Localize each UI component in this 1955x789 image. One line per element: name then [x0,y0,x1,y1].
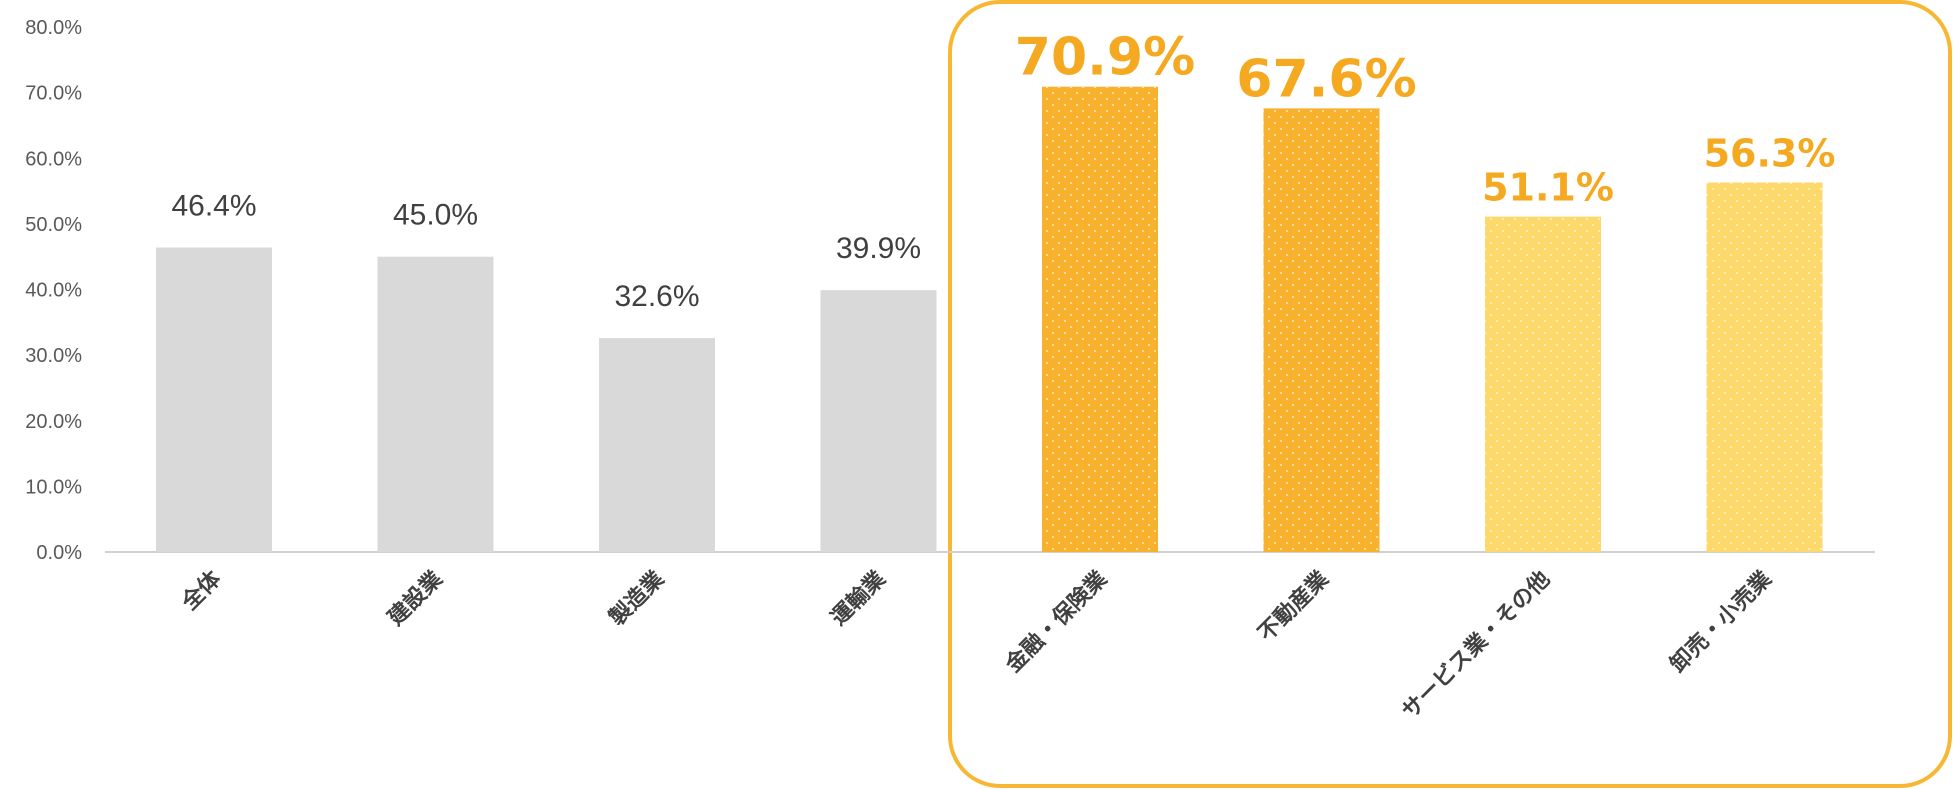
bar [820,290,937,552]
data-label-emphasis: 56.3% [1704,132,1836,176]
y-tick-label: 50.0% [25,214,82,236]
data-label: 46.4% [171,190,256,223]
x-tick-label: 製造業 [603,565,669,631]
y-tick-label: 80.0% [25,17,82,39]
x-tick-label: 金融・保険業 [1000,565,1113,678]
x-tick-label: 不動産業 [1253,565,1334,646]
bar-dot-pattern [1485,216,1601,552]
y-tick-label: 70.0% [25,83,82,105]
data-label-emphasis: 51.1% [1482,166,1614,210]
x-tick-label: サービス業・その他 [1398,567,1556,725]
bar [599,338,715,552]
y-tick-label: 40.0% [25,280,82,302]
y-tick-label: 10.0% [25,476,82,498]
bar-dot-pattern [1263,108,1380,552]
bar-dot-pattern [1042,86,1158,552]
y-tick-label: 20.0% [25,411,82,433]
data-label: 45.0% [393,199,478,232]
bar [377,256,494,552]
y-axis: 0.0% 10.0% 20.0% 30.0% 40.0% 50.0% 60.0% 70.0% 8… [25,17,82,564]
y-tick-label: 0.0% [36,542,82,564]
x-tick-label: 全体 [176,565,227,616]
bar-dot-pattern [1706,182,1823,552]
y-tick-label: 60.0% [25,148,82,170]
bar [156,247,272,552]
data-label: 39.9% [836,232,921,265]
y-tick-label: 30.0% [25,345,82,367]
x-tick-label: 卸売・小売業 [1665,565,1777,677]
data-labels: 46.4% 45.0% 32.6% 39.9% 70.9% 67.6% 51.1% 56.3% [171,28,1835,313]
x-axis: 全体 建設業 製造業 運輸業 金融・保険業 不動産業 サービス業・その他 卸売・小売業 [176,565,1777,724]
data-label: 32.6% [614,280,699,313]
x-tick-label: 建設業 [383,565,449,631]
bars [156,86,1823,552]
data-label-emphasis: 67.6% [1236,49,1416,109]
data-label-emphasis: 70.9% [1015,28,1195,88]
x-tick-label: 運輸業 [826,565,892,631]
highlight-frame [948,0,1952,788]
